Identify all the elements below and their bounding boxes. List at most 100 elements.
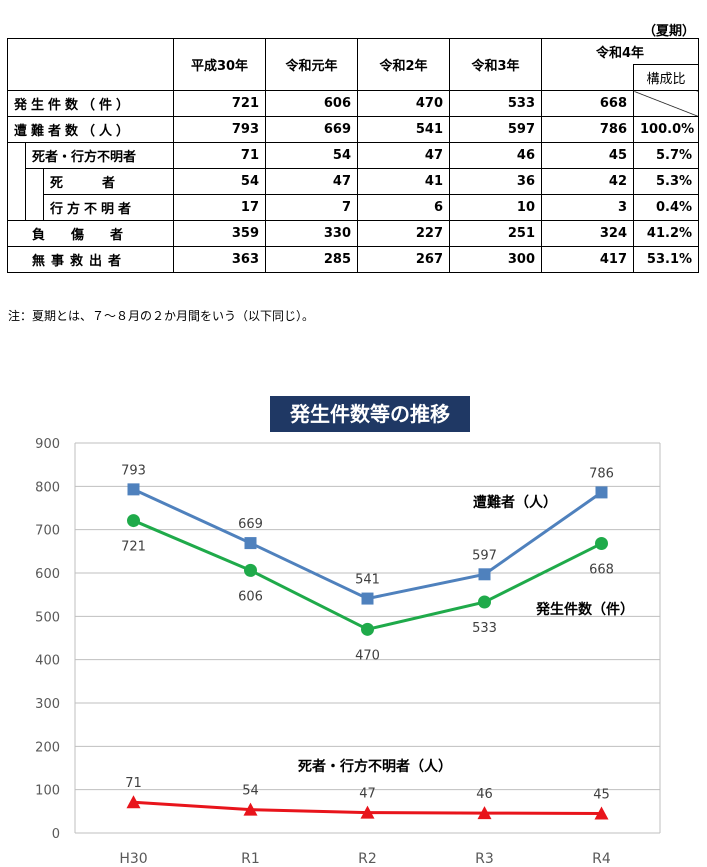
table-cell: 285: [265, 246, 359, 273]
ratio-cell: 5.3%: [633, 168, 700, 195]
series-label: 発生件数（件）: [535, 601, 634, 618]
table-cell: 786: [541, 116, 635, 143]
table-cell: 324: [541, 220, 635, 247]
indent-cell: [7, 194, 26, 221]
data-point-triangle: [477, 806, 492, 820]
x-tick-label: R2: [358, 851, 377, 867]
chart-grid: [74, 442, 661, 834]
data-label: 541: [355, 573, 380, 588]
row-label: 負 傷 者: [6, 220, 175, 247]
data-point-circle: [478, 595, 491, 609]
data-label: 470: [355, 648, 380, 663]
table-cell: 668: [541, 90, 635, 117]
data-point-square: [244, 537, 257, 550]
row-label: 発生件数（件）: [6, 90, 175, 117]
table-cell: 7: [265, 194, 359, 221]
data-label: 786: [589, 466, 614, 481]
y-tick-label: 600: [35, 567, 60, 582]
table-cell: 330: [265, 220, 359, 247]
data-label: 45: [593, 788, 610, 803]
data-point-square: [478, 568, 491, 581]
x-axis: H30 R1 R2 R3 R4: [119, 851, 611, 867]
y-axis: 0 100 200 300 400 500 600 700 800 900: [35, 437, 60, 842]
table-cell: 47: [265, 168, 359, 195]
table-note: 注：夏期とは、７～８月の２か月間をいう（以下同じ）。: [8, 309, 315, 323]
table-cell: 669: [265, 116, 359, 143]
y-tick-label: 400: [35, 654, 60, 669]
table-cell: 470: [357, 90, 451, 117]
chart-title: 発生件数等の推移: [289, 402, 450, 426]
y-tick-label: 0: [52, 827, 60, 842]
header-spacer: [541, 64, 635, 91]
data-label: 46: [476, 787, 493, 802]
row-label: 無事救出者: [6, 246, 175, 273]
table-cell: 227: [357, 220, 451, 247]
data-point-circle: [361, 622, 374, 636]
table-cell: 417: [541, 246, 635, 273]
series-label: 遭難者（人）: [473, 494, 557, 511]
chart-title-background: [270, 396, 470, 432]
data-label: 793: [121, 463, 146, 478]
indent-cell: [7, 168, 26, 195]
col-header: 平成30年: [173, 38, 267, 91]
table-cell: 54: [173, 168, 267, 195]
y-tick-label: 800: [35, 480, 60, 495]
data-point-triangle: [126, 795, 141, 809]
data-point-circle: [244, 563, 257, 577]
table-row: 発生件数（件） 721 606 470 533 668: [6, 90, 700, 117]
col-header: 令和4年: [541, 38, 700, 65]
chart-series: [126, 483, 609, 820]
row-label: 死者・行方不明者: [24, 142, 175, 169]
indent-cell: [25, 168, 44, 195]
data-label: 71: [125, 776, 142, 791]
row-label: 行方不明者: [42, 194, 175, 221]
line-chart: 発生件数等の推移 0 100 200 300 400 500 600 700 800 900 H3…: [35, 396, 661, 867]
header-row: 平成30年 令和元年 令和2年 令和3年 令和4年: [6, 38, 700, 91]
data-point-triangle: [243, 802, 258, 816]
data-label: 668: [589, 563, 614, 578]
statistics-table: 平成30年 令和元年 令和2年 令和3年 令和4年 構成比 発生件数（件） 72…: [6, 38, 700, 273]
table-cell: 17: [173, 194, 267, 221]
data-label: 606: [238, 589, 263, 604]
table-cell: 45: [541, 142, 635, 169]
table-row: 負 傷 者 359 330 227 251 324 41.2%: [6, 220, 700, 247]
ratio-cell-blank: [633, 90, 700, 117]
y-tick-label: 100: [35, 784, 60, 799]
table-row: 遭難者数（人） 793 669 541 597 786 100.0%: [6, 116, 700, 143]
data-label: 669: [238, 517, 263, 532]
data-label: 533: [472, 621, 497, 636]
table-cell: 597: [449, 116, 543, 143]
row-label: 遭難者数（人）: [6, 116, 175, 143]
ratio-header: 構成比: [633, 64, 700, 91]
y-tick-label: 700: [35, 524, 60, 539]
col-header: 令和3年: [449, 38, 543, 91]
table-cell: 533: [449, 90, 543, 117]
table-cell: 46: [449, 142, 543, 169]
indent-cell: [25, 194, 44, 221]
table-cell: 42: [541, 168, 635, 195]
indent-cell: [7, 142, 26, 169]
data-label: 597: [472, 548, 497, 563]
table-cell: 793: [173, 116, 267, 143]
data-point-triangle: [360, 805, 375, 819]
table-cell: 71: [173, 142, 267, 169]
x-tick-label: R4: [592, 851, 611, 867]
x-tick-label: R3: [475, 851, 494, 867]
ratio-cell: 53.1%: [633, 246, 700, 273]
data-label: 47: [359, 787, 376, 802]
ratio-cell: 5.7%: [633, 142, 700, 169]
table-cell: 606: [265, 90, 359, 117]
table-cell: 54: [265, 142, 359, 169]
table-cell: 41: [357, 168, 451, 195]
ratio-cell: 41.2%: [633, 220, 700, 247]
x-tick-label: R1: [241, 851, 260, 867]
y-tick-label: 200: [35, 740, 60, 755]
ratio-cell: 0.4%: [633, 194, 700, 221]
table-cell: 300: [449, 246, 543, 273]
data-point-triangle: [594, 806, 609, 820]
table-cell: 363: [173, 246, 267, 273]
table-row: 死者・行方不明者 71 54 47 46 45 5.7%: [7, 142, 700, 169]
table-cell: 541: [357, 116, 451, 143]
col-header: 令和元年: [265, 38, 359, 91]
table-cell: 721: [173, 90, 267, 117]
